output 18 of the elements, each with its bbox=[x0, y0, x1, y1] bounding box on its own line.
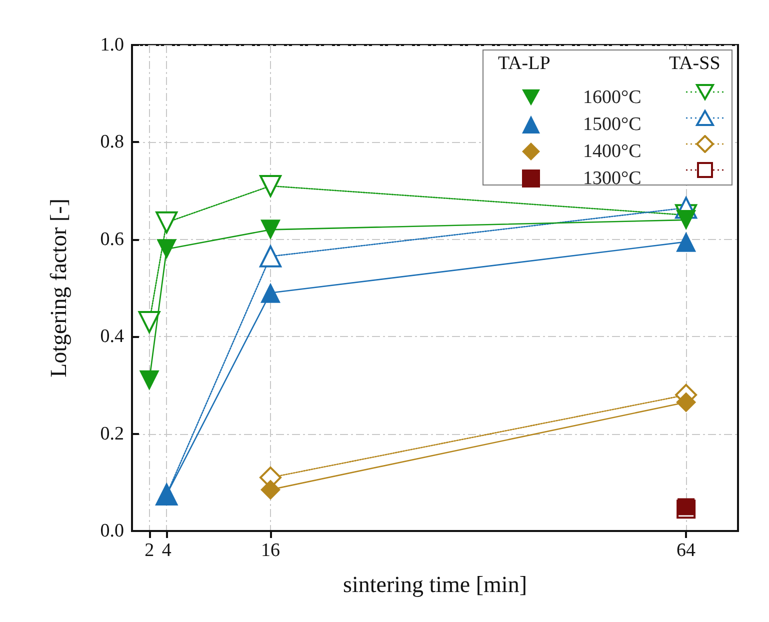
x-tick-label: 16 bbox=[261, 540, 280, 561]
legend-label: 1300°C bbox=[583, 168, 642, 189]
y-tick-label: 0.8 bbox=[100, 132, 124, 153]
y-axis-title: Lotgering factor [-] bbox=[46, 198, 71, 378]
y-tick-label: 0.2 bbox=[100, 423, 124, 444]
x-tick-label: 2 bbox=[144, 540, 154, 561]
y-tick-label: 1.0 bbox=[100, 34, 124, 56]
legend-label: 1400°C bbox=[583, 141, 642, 162]
x-tick-label: 64 bbox=[676, 540, 696, 561]
legend-label: 1600°C bbox=[583, 87, 642, 108]
legend-label: 1500°C bbox=[583, 114, 642, 135]
annotation: TA-SS bbox=[669, 53, 720, 74]
x-axis-title: sintering time [min] bbox=[343, 572, 527, 597]
annotation: TA-LP bbox=[498, 53, 550, 74]
y-tick-label: 0.6 bbox=[100, 228, 124, 250]
x-tick-label: 4 bbox=[162, 540, 172, 561]
y-tick-label: 0.0 bbox=[100, 520, 124, 542]
y-tick-label: 0.4 bbox=[100, 326, 124, 348]
